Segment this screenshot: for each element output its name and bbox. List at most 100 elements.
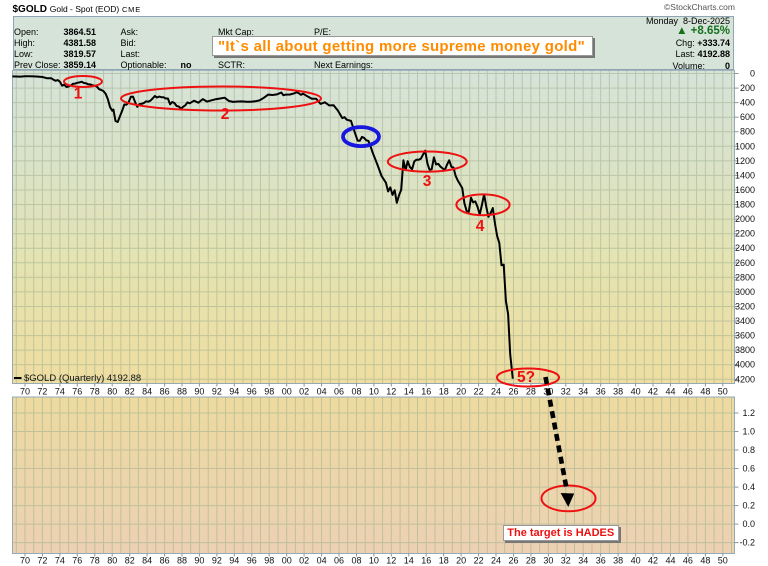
svg-text:44: 44 — [665, 387, 675, 397]
svg-text:12: 12 — [386, 387, 396, 397]
svg-text:28: 28 — [526, 387, 536, 397]
svg-text:46: 46 — [683, 387, 693, 397]
svg-text:3200: 3200 — [735, 302, 755, 312]
svg-text:90: 90 — [194, 556, 204, 566]
svg-text:88: 88 — [177, 556, 187, 566]
svg-text:16: 16 — [421, 556, 431, 566]
svg-text:24: 24 — [491, 387, 501, 397]
svg-text:00: 00 — [282, 556, 292, 566]
svg-text:1400: 1400 — [735, 170, 755, 180]
svg-text:0: 0 — [750, 69, 755, 79]
svg-text:2800: 2800 — [735, 272, 755, 282]
svg-text:02: 02 — [299, 387, 309, 397]
svg-text:48: 48 — [700, 556, 710, 566]
svg-text:1.0: 1.0 — [742, 427, 755, 437]
svg-text:78: 78 — [90, 556, 100, 566]
svg-text:18: 18 — [439, 387, 449, 397]
svg-text:0.0: 0.0 — [742, 519, 755, 529]
svg-text:36: 36 — [596, 556, 606, 566]
svg-text:46: 46 — [683, 556, 693, 566]
svg-text:20: 20 — [456, 387, 466, 397]
svg-text:44: 44 — [665, 556, 675, 566]
svg-text:38: 38 — [613, 387, 623, 397]
svg-text:0.6: 0.6 — [742, 464, 755, 474]
svg-text:4000: 4000 — [735, 360, 755, 370]
svg-text:72: 72 — [37, 387, 47, 397]
svg-text:4: 4 — [476, 218, 485, 235]
svg-text:34: 34 — [578, 387, 588, 397]
svg-text:06: 06 — [334, 387, 344, 397]
svg-text:600: 600 — [740, 112, 755, 122]
svg-text:02: 02 — [299, 556, 309, 566]
svg-text:2: 2 — [221, 106, 230, 123]
svg-text:1600: 1600 — [735, 185, 755, 195]
svg-text:26: 26 — [508, 556, 518, 566]
svg-text:50: 50 — [718, 387, 728, 397]
svg-text:04: 04 — [317, 387, 327, 397]
svg-text:84: 84 — [142, 387, 152, 397]
svg-text:3800: 3800 — [735, 345, 755, 355]
svg-text:92: 92 — [212, 387, 222, 397]
svg-text:4200: 4200 — [735, 374, 755, 384]
svg-text:22: 22 — [474, 556, 484, 566]
svg-text:82: 82 — [125, 556, 135, 566]
svg-text:0.2: 0.2 — [742, 501, 755, 511]
svg-text:04: 04 — [317, 556, 327, 566]
svg-text:42: 42 — [648, 387, 658, 397]
svg-text:36: 36 — [596, 387, 606, 397]
svg-text:1.2: 1.2 — [742, 408, 755, 418]
svg-text:96: 96 — [247, 387, 257, 397]
svg-text:00: 00 — [282, 387, 292, 397]
svg-text:200: 200 — [740, 83, 755, 93]
svg-text:1000: 1000 — [735, 141, 755, 151]
svg-text:86: 86 — [160, 556, 170, 566]
svg-text:-0.2: -0.2 — [739, 538, 755, 548]
svg-text:2200: 2200 — [735, 229, 755, 239]
svg-text:98: 98 — [264, 556, 274, 566]
svg-text:84: 84 — [142, 556, 152, 566]
svg-text:2000: 2000 — [735, 214, 755, 224]
svg-text:2600: 2600 — [735, 258, 755, 268]
svg-text:40: 40 — [631, 556, 641, 566]
svg-text:10: 10 — [369, 556, 379, 566]
svg-text:76: 76 — [72, 556, 82, 566]
svg-text:80: 80 — [107, 387, 117, 397]
svg-text:96: 96 — [247, 556, 257, 566]
svg-text:12: 12 — [386, 556, 396, 566]
svg-text:32: 32 — [561, 556, 571, 566]
svg-text:1800: 1800 — [735, 200, 755, 210]
svg-text:94: 94 — [229, 387, 239, 397]
svg-text:32: 32 — [561, 387, 571, 397]
svg-text:80: 80 — [107, 556, 117, 566]
svg-text:48: 48 — [700, 387, 710, 397]
svg-text:08: 08 — [351, 387, 361, 397]
svg-text:82: 82 — [125, 387, 135, 397]
svg-text:5?: 5? — [517, 369, 535, 386]
svg-text:94: 94 — [229, 556, 239, 566]
svg-text:72: 72 — [37, 556, 47, 566]
svg-text:92: 92 — [212, 556, 222, 566]
svg-text:$GOLD (Quarterly) 4192.88: $GOLD (Quarterly) 4192.88 — [24, 373, 141, 384]
svg-text:400: 400 — [740, 98, 755, 108]
svg-text:3: 3 — [423, 173, 432, 190]
svg-text:38: 38 — [613, 556, 623, 566]
svg-text:90: 90 — [194, 387, 204, 397]
svg-text:70: 70 — [20, 387, 30, 397]
svg-text:24: 24 — [491, 556, 501, 566]
svg-text:14: 14 — [404, 387, 414, 397]
svg-text:0.4: 0.4 — [742, 482, 755, 492]
svg-text:20: 20 — [456, 556, 466, 566]
svg-text:98: 98 — [264, 387, 274, 397]
svg-text:88: 88 — [177, 387, 187, 397]
svg-text:16: 16 — [421, 387, 431, 397]
svg-text:28: 28 — [526, 556, 536, 566]
svg-text:10: 10 — [369, 387, 379, 397]
svg-text:74: 74 — [55, 387, 65, 397]
svg-text:0.8: 0.8 — [742, 445, 755, 455]
svg-text:70: 70 — [20, 556, 30, 566]
svg-text:34: 34 — [578, 556, 588, 566]
svg-text:30: 30 — [543, 556, 553, 566]
svg-text:50: 50 — [718, 556, 728, 566]
svg-text:3400: 3400 — [735, 316, 755, 326]
svg-text:3600: 3600 — [735, 331, 755, 341]
